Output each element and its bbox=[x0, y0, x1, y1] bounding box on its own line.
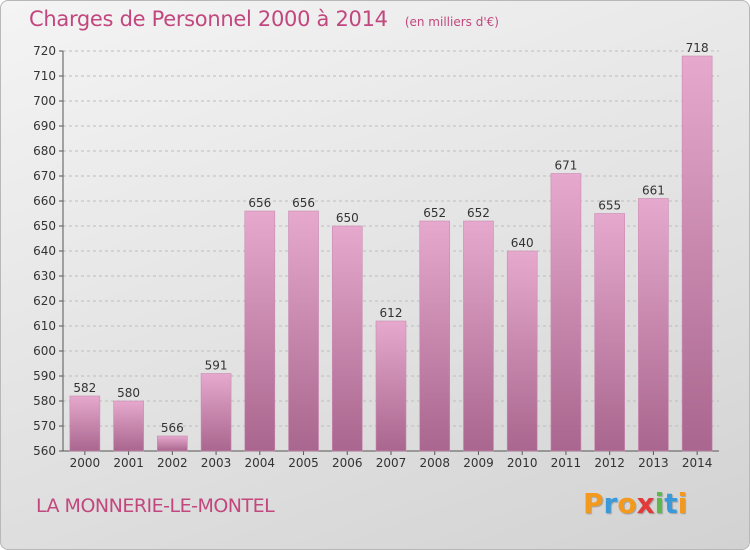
x-tick-label: 2003 bbox=[201, 456, 232, 470]
x-tick-label: 2000 bbox=[70, 456, 101, 470]
y-tick-label: 580 bbox=[33, 394, 56, 408]
bar-value-label: 612 bbox=[380, 306, 403, 320]
x-tick-label: 2006 bbox=[332, 456, 363, 470]
brand-logo-letter: o bbox=[617, 487, 637, 520]
chart-subtitle: (en milliers d'€) bbox=[404, 15, 499, 29]
bar bbox=[638, 198, 669, 452]
y-tick-label: 560 bbox=[33, 444, 56, 458]
bar bbox=[331, 225, 363, 452]
bar bbox=[419, 220, 451, 452]
bar-value-label: 591 bbox=[205, 359, 228, 373]
bar bbox=[200, 373, 232, 452]
location-name: LA MONNERIE-LE-MONTEL bbox=[36, 495, 275, 517]
y-tick-label: 600 bbox=[33, 344, 56, 358]
bar bbox=[594, 213, 625, 452]
bar-value-label: 580 bbox=[117, 386, 140, 400]
bar bbox=[113, 400, 144, 452]
x-tick-label: 2008 bbox=[419, 456, 450, 470]
x-tick-label: 2012 bbox=[594, 456, 625, 470]
y-tick-label: 570 bbox=[33, 419, 56, 433]
y-tick-label: 670 bbox=[33, 169, 56, 183]
bar-value-label: 650 bbox=[336, 211, 359, 225]
y-tick-label: 650 bbox=[33, 219, 56, 233]
bar-value-label: 582 bbox=[73, 381, 96, 395]
brand-logo-letter: t bbox=[664, 487, 678, 520]
brand-logo: Proxiti bbox=[583, 487, 687, 520]
brand-logo-letter: P bbox=[583, 487, 604, 520]
x-tick-label: 2013 bbox=[638, 456, 669, 470]
y-tick-label: 610 bbox=[33, 319, 56, 333]
x-tick-label: 2007 bbox=[376, 456, 407, 470]
brand-logo-letter: r bbox=[603, 487, 618, 520]
chart-title-text: Charges de Personnel 2000 à 2014 bbox=[29, 7, 388, 31]
bar bbox=[550, 173, 582, 452]
y-tick-label: 710 bbox=[33, 69, 56, 83]
y-tick-label: 660 bbox=[33, 194, 56, 208]
bar-value-label: 718 bbox=[686, 41, 709, 55]
bar bbox=[288, 210, 319, 452]
x-tick-label: 2005 bbox=[288, 456, 319, 470]
x-tick-label: 2001 bbox=[113, 456, 144, 470]
bar-value-label: 566 bbox=[161, 421, 184, 435]
bar bbox=[681, 55, 713, 452]
x-tick-label: 2010 bbox=[507, 456, 538, 470]
y-tick-label: 720 bbox=[33, 44, 56, 58]
labels: 560 570 580 590 600 610 620 630 640 650 660 670 680 6… bbox=[33, 41, 712, 470]
brand-logo-letter: i bbox=[654, 487, 665, 520]
y-tick-label: 590 bbox=[33, 369, 56, 383]
chart-title: Charges de Personnel 2000 à 2014 (en mil… bbox=[29, 7, 499, 31]
bar bbox=[244, 210, 276, 452]
bars bbox=[69, 55, 713, 452]
x-tick-label: 2011 bbox=[551, 456, 582, 470]
bar bbox=[463, 220, 494, 452]
y-tick-label: 640 bbox=[33, 244, 56, 258]
bar-value-label: 656 bbox=[248, 196, 271, 210]
bar bbox=[375, 320, 407, 452]
x-tick-label: 2004 bbox=[245, 456, 276, 470]
bar-value-label: 652 bbox=[467, 206, 490, 220]
bar bbox=[506, 250, 538, 452]
bar-value-label: 671 bbox=[554, 159, 577, 173]
bar bbox=[157, 435, 188, 452]
bar-value-label: 661 bbox=[642, 184, 665, 198]
brand-logo-letter: i bbox=[677, 487, 688, 520]
y-tick-label: 620 bbox=[33, 294, 56, 308]
y-tick-label: 690 bbox=[33, 119, 56, 133]
bar-value-label: 640 bbox=[511, 236, 534, 250]
x-tick-label: 2014 bbox=[682, 456, 713, 470]
bar-value-label: 652 bbox=[423, 206, 446, 220]
bar bbox=[69, 395, 101, 452]
bar-value-label: 656 bbox=[292, 196, 315, 210]
y-tick-label: 680 bbox=[33, 144, 56, 158]
x-tick-label: 2009 bbox=[463, 456, 494, 470]
y-tick-label: 630 bbox=[33, 269, 56, 283]
y-tick-label: 700 bbox=[33, 94, 56, 108]
bar-value-label: 655 bbox=[598, 199, 621, 213]
brand-logo-letter: x bbox=[636, 487, 655, 520]
x-tick-label: 2002 bbox=[157, 456, 188, 470]
